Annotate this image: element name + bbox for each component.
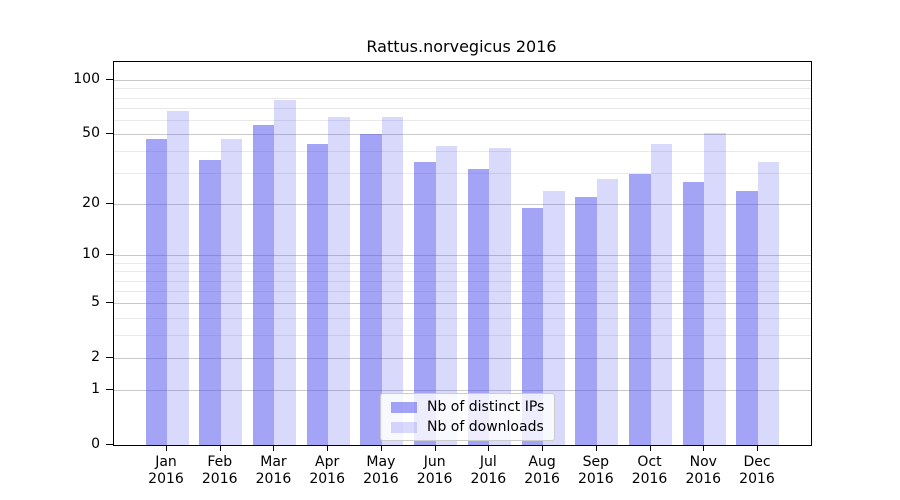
x-tick	[756, 445, 758, 451]
x-tick-label: May 2016	[363, 454, 399, 487]
x-tick	[327, 445, 329, 451]
bar-downloads-oct	[650, 144, 673, 445]
bar-distinct-ips-jul	[467, 168, 490, 445]
y-tick-label: 5	[91, 294, 100, 311]
minor-gridline	[114, 107, 811, 109]
minor-gridline	[114, 97, 811, 99]
bar-distinct-ips-sep	[575, 197, 597, 445]
major-gridline	[114, 134, 811, 136]
bar-downloads-apr	[328, 117, 350, 445]
minor-gridline	[114, 88, 811, 90]
bar-distinct-ips-jan	[145, 138, 167, 445]
x-tick	[273, 445, 275, 451]
x-tick-label: Jul 2016	[470, 454, 507, 487]
y-tick-label: 10	[82, 246, 100, 263]
x-tick	[649, 445, 651, 451]
major-gridline	[114, 358, 811, 360]
legend-entry-distinct-ips: Nb of distinct IPs	[391, 399, 544, 415]
y-tick-label: 20	[82, 195, 100, 212]
minor-gridline	[114, 119, 811, 121]
major-gridline	[114, 303, 811, 305]
y-tick-label: 50	[82, 125, 100, 142]
minor-gridline	[114, 151, 811, 153]
y-tick-label: 1	[91, 381, 100, 398]
x-tick	[434, 445, 436, 451]
y-tick	[106, 389, 113, 391]
plot-area: Nb of distinct IPs Nb of downloads	[113, 61, 812, 446]
bar-downloads-aug	[543, 190, 565, 445]
minor-gridline	[114, 173, 811, 175]
bar-downloads-feb	[220, 138, 243, 445]
major-gridline	[114, 80, 811, 82]
x-tick	[542, 445, 544, 451]
bar-downloads-jun	[435, 145, 458, 445]
y-tick	[106, 302, 113, 304]
bar-distinct-ips-jun	[414, 161, 436, 445]
major-gridline	[114, 204, 811, 206]
minor-gridline	[114, 271, 811, 273]
bar-distinct-ips-mar	[252, 125, 275, 445]
bar-distinct-ips-dec	[736, 190, 758, 445]
bar-distinct-ips-oct	[629, 173, 651, 445]
x-tick	[219, 445, 221, 451]
x-tick	[488, 445, 490, 451]
legend: Nb of distinct IPs Nb of downloads	[380, 393, 556, 441]
legend-swatch-distinct-ips	[391, 401, 417, 413]
bar-distinct-ips-feb	[199, 159, 221, 445]
legend-label-downloads: Nb of downloads	[427, 419, 544, 435]
x-tick-label: Dec 2016	[739, 454, 775, 487]
minor-gridline	[114, 335, 811, 337]
x-tick-label: Jan 2016	[148, 454, 184, 487]
x-tick	[380, 445, 382, 451]
bar-distinct-ips-may	[360, 134, 382, 445]
y-tick	[106, 203, 113, 205]
bar-downloads-nov	[704, 132, 726, 445]
major-gridline	[114, 255, 811, 257]
bar-downloads-jan	[167, 111, 189, 445]
y-tick-label: 2	[91, 349, 100, 366]
x-tick-label: Mar 2016	[255, 454, 292, 487]
bar-distinct-ips-nov	[682, 181, 705, 445]
major-gridline	[114, 390, 811, 392]
x-tick-label: Nov 2016	[685, 454, 722, 487]
x-tick-label: Feb 2016	[201, 454, 238, 487]
minor-gridline	[114, 291, 811, 293]
bar-downloads-dec	[757, 161, 780, 445]
bar-downloads-sep	[596, 178, 619, 445]
x-tick	[166, 445, 167, 451]
bar-downloads-mar	[274, 99, 296, 445]
y-tick	[106, 79, 113, 81]
legend-entry-downloads: Nb of downloads	[391, 419, 544, 435]
x-tick	[703, 445, 705, 451]
x-tick-label: Sep 2016	[577, 454, 614, 487]
x-tick	[595, 445, 597, 451]
x-tick-label: Apr 2016	[309, 454, 345, 487]
y-tick	[106, 444, 113, 445]
legend-label-distinct-ips: Nb of distinct IPs	[427, 399, 545, 415]
y-tick-label: 100	[73, 71, 100, 88]
x-tick-label: Jun 2016	[416, 454, 453, 487]
minor-gridline	[114, 317, 811, 319]
y-tick	[106, 133, 113, 135]
y-tick	[106, 357, 113, 359]
bar-distinct-ips-apr	[306, 144, 329, 445]
y-tick	[106, 254, 113, 256]
chart-title: Rattus.norvegicus 2016	[366, 37, 557, 56]
x-tick-label: Oct 2016	[631, 454, 668, 487]
y-tick-label: 0	[91, 436, 100, 452]
minor-gridline	[114, 262, 811, 264]
bar-downloads-may	[381, 117, 404, 445]
x-tick-label: Aug 2016	[524, 454, 560, 487]
bar-downloads-jul	[489, 147, 511, 445]
bar-distinct-ips-aug	[521, 208, 544, 445]
legend-swatch-downloads	[391, 421, 417, 433]
minor-gridline	[114, 280, 811, 282]
